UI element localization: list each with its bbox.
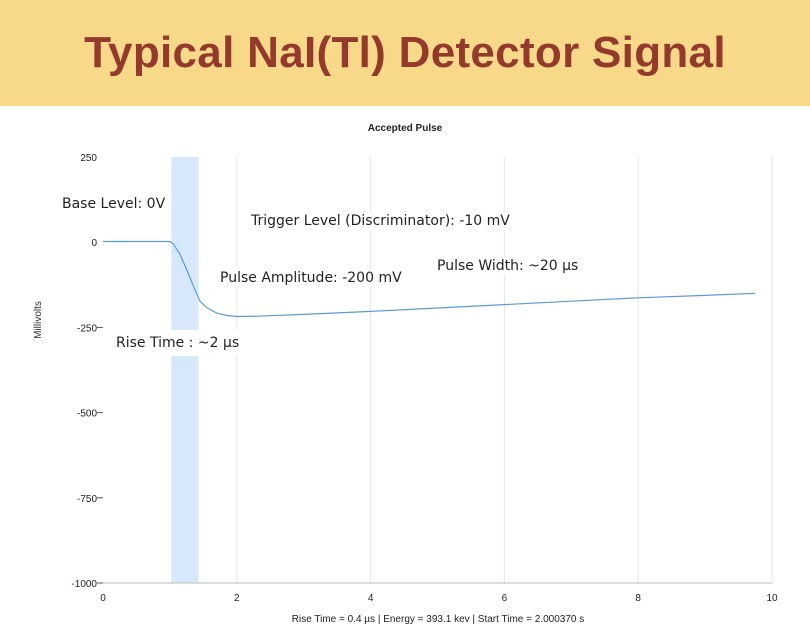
pulse-width-annotation: Pulse Width: ~20 µs bbox=[434, 257, 582, 275]
chart-title: Accepted Pulse bbox=[368, 123, 443, 134]
x-tick-label-4: 8 bbox=[635, 593, 641, 604]
x-tick-label-1: 2 bbox=[234, 593, 240, 604]
trigger-level-annotation: Trigger Level (Discriminator): -10 mV bbox=[248, 212, 513, 230]
y-tick-label-2: -250 bbox=[77, 323, 97, 334]
x-tick-label-2: 4 bbox=[368, 593, 374, 604]
pulse-amplitude-annotation: Pulse Amplitude: -200 mV bbox=[217, 269, 405, 287]
rise-time-highlight-band bbox=[171, 157, 199, 583]
x-tick-label-3: 6 bbox=[502, 593, 508, 604]
y-tick-label-5: -1000 bbox=[71, 579, 97, 590]
y-axis-label: Millivolts bbox=[33, 301, 44, 339]
y-tick-label-1: 0 bbox=[91, 238, 97, 249]
rise-time-annotation: Rise Time : ~2 µs bbox=[113, 330, 244, 356]
x-tick-label-0: 0 bbox=[100, 593, 106, 604]
series-line-pulse bbox=[103, 240, 756, 318]
base-level-annotation: Base Level: 0V bbox=[59, 195, 169, 213]
y-tick-label-3: -500 bbox=[77, 409, 97, 420]
chart-footer: Rise Time = 0.4 µs | Energy = 393.1 kev … bbox=[292, 614, 585, 625]
x-tick-label-5: 10 bbox=[766, 593, 778, 604]
y-tick-label-0: 250 bbox=[80, 153, 97, 164]
title-band bbox=[0, 0, 810, 106]
y-tick-label-4: -750 bbox=[77, 494, 97, 505]
slide-title: Typical NaI(Tl) Detector Signal bbox=[84, 28, 726, 77]
pulse-chart: 250 0 -250 -500 -750 -1000 0 2 4 6 8 10 Accepted P… bbox=[33, 123, 778, 625]
